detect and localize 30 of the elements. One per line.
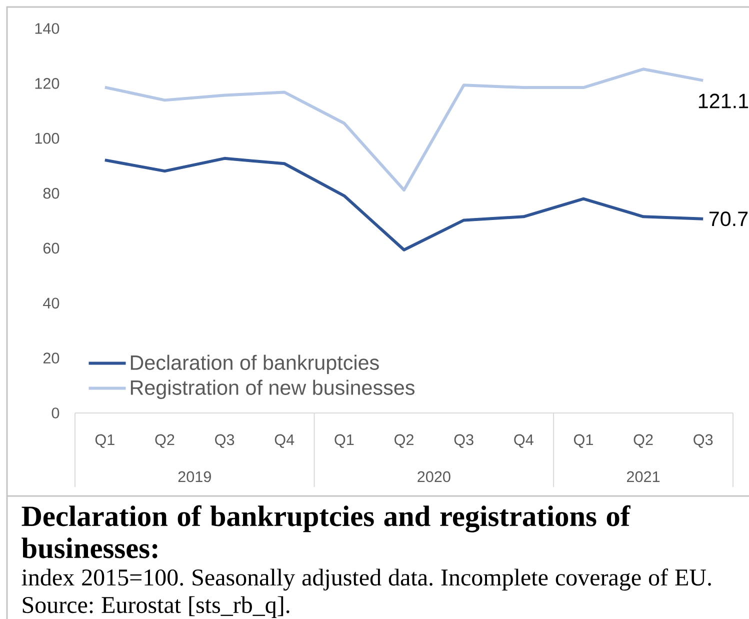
source-note: Source: Eurostat [sts_rb_q]. bbox=[22, 596, 290, 618]
data-label: 70.7 bbox=[709, 212, 748, 226]
legend-label: Declaration of bankruptcies bbox=[130, 354, 379, 374]
text: Declaration of bankruptcies and registrations of businesses: bbox=[22, 505, 630, 558]
y-tick-label: 100 bbox=[35, 132, 60, 144]
x-tick-label: Q2 bbox=[634, 434, 653, 448]
text: index 2015=100. Seasonally adjusted data. Incomplete coverage of EU. bbox=[22, 568, 711, 591]
text: 2019 bbox=[178, 471, 211, 482]
text: 2021 bbox=[626, 471, 660, 482]
x-tick-label: Q2 bbox=[155, 434, 174, 448]
x-tick-label: Q3 bbox=[215, 434, 234, 448]
y-tick-label: 80 bbox=[43, 188, 60, 199]
x-tick-label: Q4 bbox=[274, 434, 294, 448]
x-tick-label: Q2 bbox=[394, 434, 414, 448]
x-tick-label: Q4 bbox=[514, 434, 534, 448]
x-tick-label: Q3 bbox=[694, 434, 713, 448]
y-tick-label: 20 bbox=[43, 352, 60, 364]
line-series bbox=[103, 156, 705, 252]
y-tick-label: 40 bbox=[43, 298, 60, 309]
y-tick-label: 0 bbox=[52, 408, 60, 418]
y-tick-label: 140 bbox=[35, 23, 60, 34]
x-tick-label: Q3 bbox=[454, 434, 474, 448]
x-tick-label: Q1 bbox=[334, 434, 354, 448]
legend-label: Registration of new businesses bbox=[130, 380, 414, 400]
x-tick-label: Q1 bbox=[574, 434, 593, 448]
y-tick-label: 120 bbox=[35, 78, 60, 89]
data-label: 121.1 bbox=[698, 94, 748, 108]
text: 2020 bbox=[418, 471, 450, 482]
x-tick-label: Q1 bbox=[95, 434, 114, 448]
y-tick-label: 60 bbox=[43, 242, 60, 254]
